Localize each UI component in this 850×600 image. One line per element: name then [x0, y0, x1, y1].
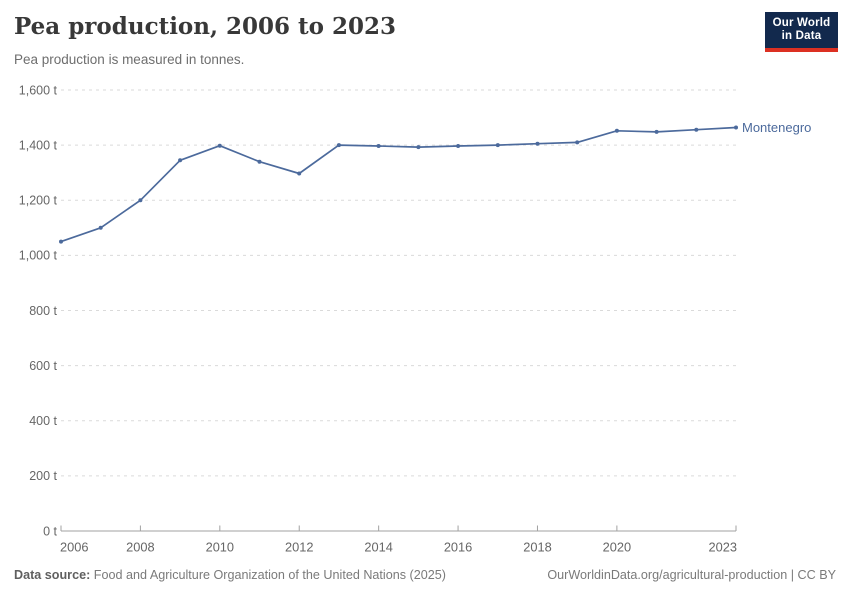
y-tick-label: 1,400 t	[19, 138, 58, 152]
x-tick-label: 2023	[709, 540, 737, 555]
data-point[interactable]	[535, 141, 540, 146]
data-line	[60, 126, 737, 243]
data-point[interactable]	[217, 143, 222, 148]
x-tick-label: 2018	[523, 540, 551, 555]
y-tick-label: 200 t	[29, 469, 57, 483]
x-tick-label: 2006	[60, 540, 88, 555]
y-tick-label: 1,000 t	[19, 249, 58, 263]
data-point[interactable]	[59, 239, 63, 244]
x-tick-label: 2020	[603, 540, 631, 555]
y-tick-label: 800 t	[29, 304, 57, 318]
data-point[interactable]	[734, 125, 738, 130]
data-source-text: Food and Agriculture Organization of the…	[93, 568, 446, 582]
series-label[interactable]: Montenegro	[742, 120, 811, 135]
y-tick-label: 600 t	[29, 359, 57, 373]
chart-subtitle: Pea production is measured in tonnes.	[14, 52, 245, 67]
data-point[interactable]	[98, 225, 103, 230]
chart-title: Pea production, 2006 to 2023	[14, 13, 397, 40]
data-point[interactable]	[614, 128, 619, 133]
y-tick-label: 1,200 t	[19, 194, 58, 208]
data-source-label: Data source:	[14, 568, 91, 582]
data-point[interactable]	[297, 171, 302, 176]
data-point[interactable]	[456, 144, 461, 148]
data-point[interactable]	[257, 159, 262, 164]
x-tick-label: 2010	[206, 540, 234, 555]
data-point[interactable]	[694, 127, 699, 132]
data-point[interactable]	[495, 143, 500, 148]
data-point[interactable]	[138, 198, 143, 203]
data-point[interactable]	[416, 145, 421, 150]
data-point[interactable]	[376, 144, 381, 148]
y-tick-label: 1,600 t	[19, 83, 58, 97]
data-source: Data source: Food and Agriculture Organi…	[14, 568, 446, 582]
data-point[interactable]	[178, 158, 183, 163]
owid-logo-line2: in Data	[781, 30, 822, 42]
chart-footer: Data source: Food and Agriculture Organi…	[14, 568, 836, 582]
data-point[interactable]	[336, 143, 341, 148]
x-tick-label: 2008	[126, 540, 154, 555]
x-tick-label: 2012	[285, 540, 313, 555]
y-tick-label: 400 t	[29, 414, 57, 428]
owid-logo[interactable]: Our World in Data	[765, 12, 838, 52]
y-tick-label: 0 t	[43, 524, 57, 538]
x-tick-label: 2016	[444, 540, 472, 555]
license-text: OurWorldinData.org/agricultural-producti…	[547, 568, 836, 582]
x-tick-label: 2014	[364, 540, 392, 555]
data-point[interactable]	[575, 140, 580, 145]
data-point[interactable]	[654, 129, 659, 134]
owid-logo-line1: Our World	[772, 17, 831, 29]
